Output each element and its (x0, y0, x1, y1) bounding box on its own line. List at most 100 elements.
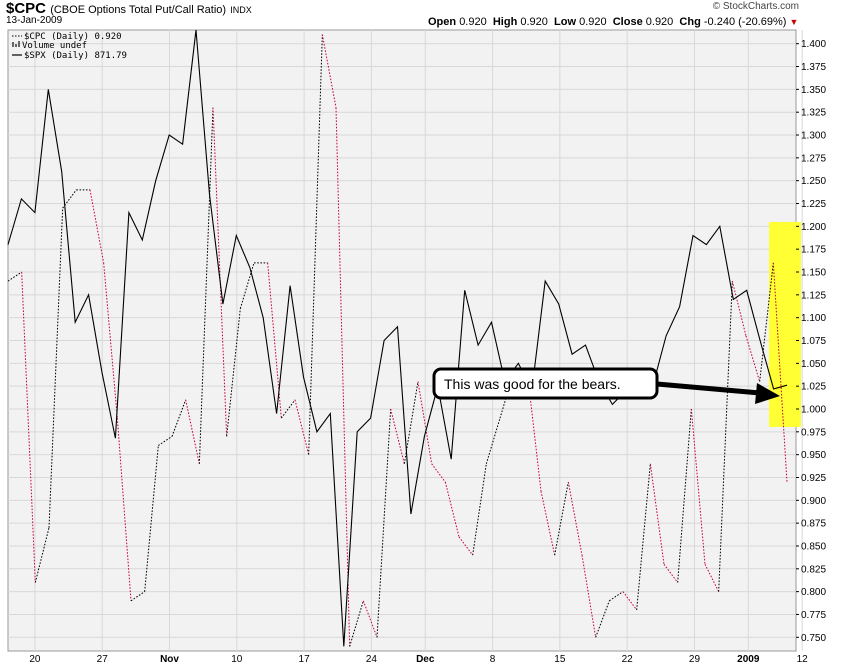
y-tick-label: 1.300 (801, 131, 826, 142)
x-tick-label: 8 (490, 654, 496, 665)
y-tick-label: 0.800 (801, 587, 826, 598)
y-tick-label: 1.225 (801, 199, 826, 210)
y-tick-label: 1.250 (801, 176, 826, 187)
y-tick-label: 1.100 (801, 313, 826, 324)
cpc-segment (239, 262, 255, 309)
y-tick-label: 1.025 (801, 382, 826, 393)
cpc-segment (21, 271, 36, 583)
cpc-segment (267, 262, 282, 419)
y-tick-label: 1.175 (801, 245, 826, 256)
low-value: 0.920 (579, 16, 607, 28)
x-tick-label: 2009 (737, 654, 760, 665)
cpc-segment (772, 262, 788, 483)
cpc-segment (321, 34, 337, 108)
x-tick-label: 12 (797, 654, 809, 665)
high-label: High (492, 16, 518, 28)
y-tick-label: 0.925 (801, 473, 826, 484)
y-tick-label: 0.750 (801, 633, 826, 644)
y-tick-label: 1.150 (801, 268, 826, 279)
legend: $CPC (Daily) 0.920 Volume undef $SPX (Da… (12, 32, 127, 61)
y-tick-label: 0.850 (801, 541, 826, 552)
cpc-segment (212, 107, 228, 437)
cpc-segment (622, 591, 638, 611)
y-tick-label: 1.400 (801, 39, 826, 50)
cpc-segment (130, 591, 145, 602)
y-tick-label: 1.325 (801, 108, 826, 119)
y-axis-ticks: 0.750 0.775 0.800 0.825 0.850 0.875 0.900 0.925… (796, 39, 826, 644)
cpc-segment (335, 107, 351, 647)
cpc-segment (431, 463, 446, 483)
cpc-segment (745, 335, 761, 382)
quote-bar: Open 0.920 High 0.920 Low 0.920 Close 0.… (428, 16, 798, 28)
y-tick-label: 0.875 (801, 519, 826, 530)
cpc-segment (718, 281, 733, 592)
cpc-segment (759, 262, 774, 382)
legend-cpc: $CPC (Daily) 0.920 (24, 32, 122, 42)
cpc-segment (89, 189, 105, 263)
cpc-segment (690, 408, 706, 565)
cpc-segment (7, 271, 22, 282)
x-axis-ticks: 20 27 Nov 10 17 24 Dec 8 15 22 29 2009 12 (29, 654, 808, 665)
callout: This was good for the bears. (432, 367, 780, 404)
cpc-segment (362, 600, 378, 638)
x-tick-label: 20 (29, 654, 41, 665)
symbol-text: $CPC (6, 0, 47, 17)
grid-lines (8, 30, 803, 651)
series-spx (7, 29, 788, 647)
chg-value: -0.240 (-20.69%) (703, 16, 787, 28)
cpc-segment (581, 555, 597, 638)
cpc-segment (458, 536, 474, 556)
chg-label: Chg (679, 16, 701, 28)
series-cpc (7, 34, 788, 647)
open-label: Open (428, 16, 457, 28)
cpc-segment (158, 435, 173, 446)
symbol-name: (CBOE Options Total Put/Call Ratio) (50, 4, 227, 16)
x-tick-label: 15 (554, 654, 566, 665)
cpc-segment (103, 262, 118, 419)
chart-symbol: $CPC (CBOE Options Total Put/Call Ratio)… (6, 0, 252, 17)
y-tick-label: 1.050 (801, 359, 826, 370)
y-tick-label: 1.275 (801, 153, 826, 164)
cpc-segment (472, 463, 487, 556)
brand-credit: © StockCharts.com (712, 1, 799, 12)
cpc-segment (554, 481, 569, 556)
exchange-label: INDX (230, 5, 252, 15)
y-tick-label: 1.000 (801, 404, 826, 415)
cpc-segment (595, 600, 610, 638)
x-tick-label: 24 (366, 654, 378, 665)
cpc-segment (48, 208, 64, 528)
x-tick-label: Dec (416, 654, 435, 665)
y-tick-label: 0.825 (801, 564, 826, 575)
arrow-head-icon (755, 383, 780, 404)
y-tick-label: 1.200 (801, 222, 826, 233)
cpc-segment (663, 563, 679, 583)
down-arrow-icon: ▼ (789, 17, 799, 27)
chart-date: 13-Jan-2009 (6, 15, 63, 26)
y-tick-label: 0.950 (801, 450, 826, 461)
cpc-segment (417, 381, 433, 464)
x-tick-label: 27 (97, 654, 109, 665)
cpc-segment (567, 481, 583, 556)
open-value: 0.920 (459, 16, 487, 28)
x-tick-label: Nov (160, 654, 179, 665)
cpc-segment (677, 408, 692, 583)
callout-arrow (656, 381, 761, 396)
cpc-segment (280, 399, 296, 419)
x-tick-label: 29 (689, 654, 701, 665)
callout-text: This was good for the bears. (444, 376, 621, 392)
high-value: 0.920 (520, 16, 548, 28)
cpc-segment (185, 399, 200, 464)
y-tick-label: 0.775 (801, 610, 826, 621)
callout-box (432, 367, 659, 400)
cpc-segment (636, 463, 651, 610)
y-tick-label: 0.975 (801, 427, 826, 438)
cpc-segment (609, 591, 624, 602)
y-tick-label: 1.075 (801, 336, 826, 347)
cpc-segment (144, 445, 159, 592)
legend-volume: Volume undef (22, 41, 87, 51)
x-tick-label: 22 (622, 654, 634, 665)
y-tick-label: 1.375 (801, 62, 826, 73)
cpc-segment (540, 491, 556, 556)
y-tick-label: 1.350 (801, 85, 826, 96)
